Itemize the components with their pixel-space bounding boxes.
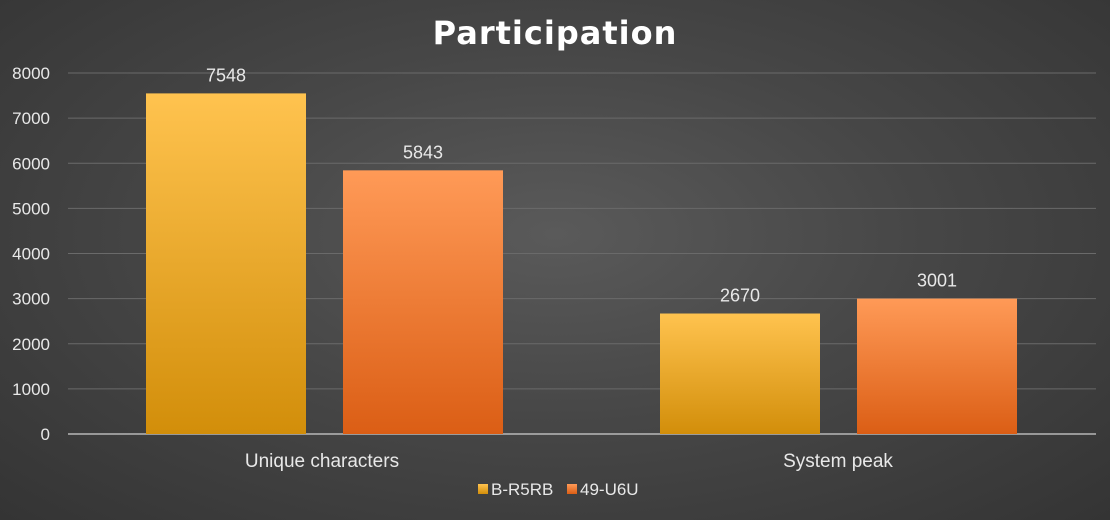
data-label: 5843: [403, 142, 443, 162]
bar-49-U6U-0: [343, 170, 503, 434]
legend-label: 49-U6U: [580, 480, 639, 499]
y-tick-label: 6000: [12, 154, 50, 173]
bar-B-R5RB-0: [146, 93, 306, 435]
legend: B-R5RB 49-U6U: [478, 480, 639, 499]
data-label: 2670: [720, 286, 760, 306]
y-axis-ticks: 0 1000 2000 3000 4000 5000 6000 7000 8000: [12, 64, 50, 444]
y-tick-label: 5000: [12, 199, 50, 218]
legend-label: B-R5RB: [491, 480, 553, 499]
bar-B-R5RB-1: [660, 313, 820, 434]
y-tick-label: 7000: [12, 109, 50, 128]
chart-title: Participation: [433, 14, 678, 52]
y-tick-label: 0: [41, 425, 50, 444]
bar-49-U6U-1: [857, 298, 1017, 434]
x-category-label: Unique characters: [245, 451, 399, 472]
y-tick-label: 2000: [12, 335, 50, 354]
legend-swatch: [478, 484, 488, 494]
bars: [146, 93, 1017, 435]
y-tick-label: 8000: [12, 64, 50, 83]
y-tick-label: 3000: [12, 290, 50, 309]
data-labels: 7548 2670 5843 3001: [206, 65, 957, 305]
data-label: 7548: [206, 65, 246, 85]
legend-swatch: [567, 484, 577, 494]
x-axis-categories: Unique characters System peak: [245, 451, 894, 472]
x-category-label: System peak: [783, 451, 893, 472]
y-tick-label: 1000: [12, 380, 50, 399]
data-label: 3001: [917, 271, 957, 291]
y-tick-label: 4000: [12, 245, 50, 264]
